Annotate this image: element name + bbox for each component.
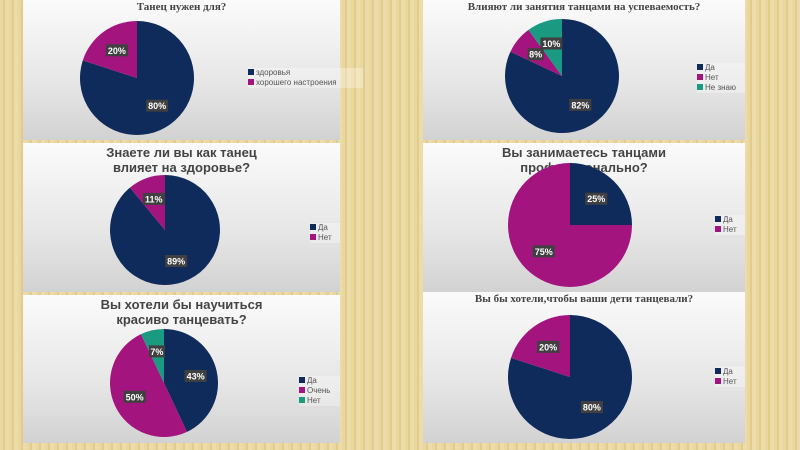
legend-label: Нет: [318, 233, 332, 242]
legend-item: Нет: [715, 377, 745, 387]
svg-text:50%: 50%: [126, 392, 144, 402]
chart-legend: Да Очень Нет: [299, 376, 340, 406]
svg-text:25%: 25%: [587, 194, 605, 204]
chart-panel-health-knowledge: Знаете ли вы как танец влияет на здоровь…: [23, 143, 340, 292]
svg-text:8%: 8%: [529, 50, 542, 60]
pie-chart: 25% 75%: [508, 163, 632, 287]
legend-label: Нет: [705, 73, 719, 82]
legend-item: Нет: [697, 73, 745, 83]
legend-item: Да: [310, 223, 340, 233]
data-label: 25%: [585, 192, 608, 205]
data-label: 50%: [123, 390, 146, 403]
legend-swatch: [299, 377, 305, 383]
svg-text:75%: 75%: [535, 247, 553, 257]
chart-title: Влияют ли занятия танцами на успеваемост…: [467, 1, 701, 13]
legend-swatch: [715, 378, 721, 384]
svg-text:82%: 82%: [571, 100, 589, 110]
legend-label: Нет: [723, 377, 737, 386]
svg-text:43%: 43%: [187, 371, 205, 381]
legend-label: здоровья: [256, 68, 291, 77]
legend-swatch: [697, 74, 703, 80]
chart-panel-children-dance: Вы бы хотели,чтобы ваши дети танцевали? …: [423, 292, 745, 443]
legend-item: Да: [715, 215, 745, 225]
legend-swatch: [697, 84, 703, 90]
data-label: 10%: [540, 37, 563, 50]
chart-title: Вы хотели бы научиться красиво танцевать…: [100, 297, 263, 327]
legend-label: Нет: [307, 396, 321, 405]
svg-text:11%: 11%: [145, 194, 163, 204]
svg-text:20%: 20%: [539, 342, 557, 352]
pie-chart: 82% 8%10%: [505, 19, 619, 133]
pie-chart: 43% 50% 7%: [110, 329, 218, 437]
data-label: 89%: [165, 255, 188, 268]
legend-item: Нет: [310, 233, 340, 243]
chart-title: Вы бы хотели,чтобы ваши дети танцевали?: [474, 293, 694, 305]
data-label: 43%: [184, 369, 207, 382]
data-label: 8%: [527, 48, 544, 61]
chart-legend: Да Нет: [715, 215, 745, 235]
chart-panel-professional: Вы занимаетесь танцами профессионально? …: [423, 143, 745, 292]
legend-item: Да: [715, 367, 745, 377]
legend-label: Да: [318, 223, 328, 232]
chart-panel-performance: Влияют ли занятия танцами на успеваемост…: [423, 0, 745, 140]
legend-item: Да: [299, 376, 340, 386]
legend-label: хорошего настроения: [256, 78, 337, 87]
data-label: 20%: [537, 340, 560, 353]
chart-title: Танец нужен для?: [136, 1, 227, 13]
svg-text:7%: 7%: [150, 347, 163, 357]
legend-item: хорошего настроения: [248, 78, 363, 88]
legend-swatch: [299, 397, 305, 403]
legend-swatch: [248, 69, 254, 75]
legend-item: Да: [697, 63, 745, 73]
legend-item: Нет: [299, 396, 340, 406]
legend-item: Очень: [299, 386, 340, 396]
pie-chart: 89% 11%: [110, 175, 220, 285]
data-label: 75%: [532, 245, 555, 258]
data-label: 80%: [146, 99, 169, 112]
chart-legend: Да Нет: [715, 367, 745, 387]
svg-text:10%: 10%: [542, 39, 560, 49]
legend-swatch: [697, 64, 703, 70]
data-label: 82%: [569, 98, 592, 111]
data-label: 7%: [148, 345, 165, 358]
legend-swatch: [248, 79, 254, 85]
legend-swatch: [310, 234, 316, 240]
data-label: 80%: [580, 401, 603, 414]
legend-label: Не знаю: [705, 83, 736, 92]
legend-label: Да: [723, 367, 733, 376]
legend-swatch: [299, 387, 305, 393]
legend-label: Очень: [307, 386, 331, 395]
chart-panel-learn-dance: Вы хотели бы научиться красиво танцевать…: [23, 295, 340, 443]
legend-label: Да: [705, 63, 715, 72]
legend-swatch: [715, 368, 721, 374]
legend-item: здоровья: [248, 68, 363, 78]
pie-slice-2: [110, 334, 187, 437]
legend-swatch: [715, 216, 721, 222]
legend-label: Нет: [723, 225, 737, 234]
data-label: 11%: [142, 192, 165, 205]
legend-label: Да: [307, 376, 317, 385]
svg-text:20%: 20%: [108, 46, 126, 56]
chart-title: Знаете ли вы как танец влияет на здоровь…: [106, 145, 257, 175]
svg-text:80%: 80%: [583, 403, 601, 413]
pie-chart: 80% 20%: [508, 315, 632, 439]
chart-legend: здоровья хорошего настроения: [248, 68, 363, 88]
data-label: 20%: [105, 44, 128, 57]
legend-swatch: [310, 224, 316, 230]
pie-chart: 80% 20%: [79, 21, 194, 135]
svg-text:89%: 89%: [167, 257, 185, 267]
chart-legend: Да Нет: [310, 223, 340, 243]
chart-legend: Да Нет Не знаю: [697, 63, 745, 93]
legend-label: Да: [723, 215, 733, 224]
legend-item: Не знаю: [697, 83, 745, 93]
chart-panel-dance-needed-for: Танец нужен для? 80% 20% здоровья хорошего…: [23, 0, 363, 140]
svg-text:80%: 80%: [148, 101, 166, 111]
legend-item: Нет: [715, 225, 745, 235]
legend-swatch: [715, 226, 721, 232]
